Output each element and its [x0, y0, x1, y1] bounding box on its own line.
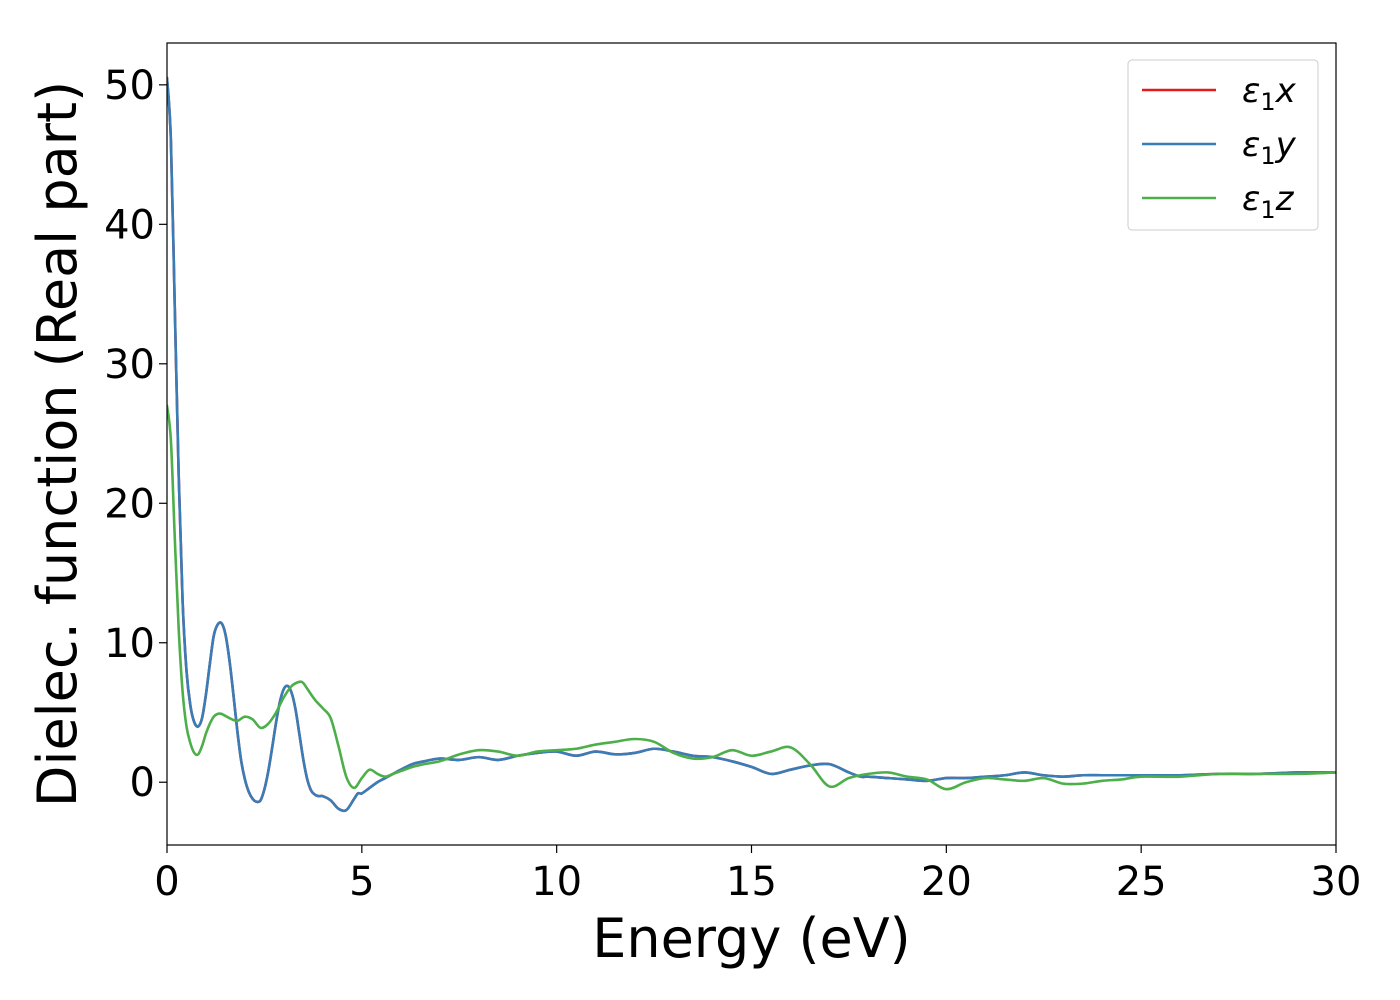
y-axis-ticks: 0 10 20 30 40 50: [104, 63, 167, 806]
x-tick-label: 15: [726, 859, 777, 905]
x-tick-label: 5: [349, 859, 374, 905]
x-tick-label: 25: [1116, 859, 1167, 905]
y-tick-label: 20: [104, 481, 155, 527]
legend-label-y: ε1y: [1242, 125, 1297, 170]
y-tick-label: 40: [104, 202, 155, 248]
y-tick-label: 10: [104, 621, 155, 667]
y-axis-label: Dielec. function (Real part): [26, 81, 89, 807]
x-tick-label: 0: [154, 859, 179, 905]
x-tick-label: 30: [1311, 859, 1362, 905]
x-tick-label: 20: [921, 859, 972, 905]
legend-label-z: ε1z: [1242, 179, 1295, 224]
series-line-y: [167, 76, 1336, 813]
x-axis-label: Energy (eV): [592, 907, 911, 970]
series-layer: [167, 76, 1336, 813]
x-axis-ticks: 0 5 10 15 20 25 30: [154, 845, 1361, 905]
y-tick-label: 0: [130, 760, 155, 806]
x-tick-label: 10: [531, 859, 582, 905]
series-line-z: [167, 404, 1336, 791]
legend-label-x: ε1x: [1242, 71, 1297, 116]
legend: ε1x ε1y ε1z: [1127, 59, 1319, 231]
legend-box: [1127, 59, 1319, 231]
y-tick-label: 30: [104, 342, 155, 388]
y-tick-label: 50: [104, 63, 155, 109]
